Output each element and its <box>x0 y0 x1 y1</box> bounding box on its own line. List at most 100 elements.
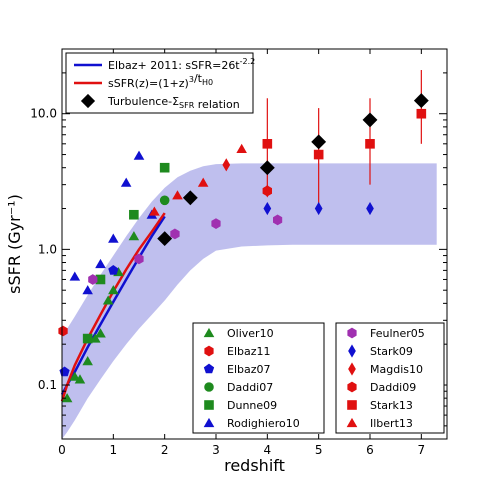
legend-swatch <box>348 344 356 358</box>
legend-label: Feulner05 <box>370 327 425 340</box>
series-daddi09 <box>262 185 273 197</box>
legend-label: Elbaz07 <box>227 363 271 376</box>
legend-right: Feulner05 Stark09 Magdis10 Daddi09 Stark13 Il… <box>335 322 445 434</box>
legend-top: Elbaz+ 2011: sSFR=26t-2.2sSFR(z)=(1+z)3/… <box>65 52 255 114</box>
legend-item-oliver10: Oliver10 <box>203 327 274 340</box>
legend-item-elbaz11: Elbaz11 <box>204 345 271 358</box>
legend-item-stark13: Stark13 <box>347 399 413 412</box>
data-point <box>172 190 183 200</box>
data-point <box>311 134 327 150</box>
data-point <box>108 233 119 243</box>
legend-swatch <box>347 400 357 410</box>
data-point <box>129 209 139 220</box>
data-point <box>134 253 144 265</box>
legend-item-daddi09: Daddi09 <box>347 381 416 394</box>
marker-layer <box>58 93 429 403</box>
y-tick-label: 10.0 <box>30 107 57 121</box>
data-point <box>263 201 272 216</box>
legend-item-ilbert13: Ilbert13 <box>346 417 413 430</box>
x-tick-label: 6 <box>366 443 374 457</box>
legend-swatch <box>80 93 96 109</box>
data-point <box>90 333 101 343</box>
legend-label: Stark09 <box>370 345 413 358</box>
data-point <box>262 139 273 149</box>
x-tick-label: 3 <box>212 443 220 457</box>
series-turbulence <box>157 93 429 247</box>
legend-label: Elbaz11 <box>227 345 271 358</box>
legend-label: Turbulence-ΣSFR relation <box>107 95 240 111</box>
legend-swatch <box>204 345 214 357</box>
data-point <box>149 206 160 216</box>
data-point <box>262 185 273 197</box>
data-point <box>120 177 132 187</box>
data-point <box>74 374 86 384</box>
data-point <box>314 201 323 216</box>
data-point <box>82 285 93 295</box>
tick-layer: 0 1 2 3 4 5 6 7 0.1 1.0 10.0 <box>30 49 447 457</box>
data-point <box>159 162 170 173</box>
data-point <box>413 93 429 108</box>
series-stark13 <box>262 108 427 160</box>
legend-item-ssfr-z-1-z: sSFR(z)=(1+z)3/tH0 <box>74 72 213 90</box>
y-tick-label: 1.0 <box>38 242 57 256</box>
x-axis-title: redshift <box>224 456 285 475</box>
data-point <box>159 195 170 206</box>
x-tick-label: 7 <box>418 443 426 457</box>
data-point <box>69 371 81 381</box>
series-stark09 <box>263 201 374 216</box>
data-point <box>108 285 119 295</box>
series-feulner05 <box>88 214 283 285</box>
data-point <box>88 274 98 285</box>
legend-label: Stark13 <box>370 399 413 412</box>
x-tick-label: 1 <box>110 443 118 457</box>
data-point <box>197 177 209 187</box>
legend-item-magdis10: Magdis10 <box>348 362 423 376</box>
legend-swatch <box>347 327 357 339</box>
legend-swatch <box>204 382 214 392</box>
data-point <box>82 333 93 344</box>
legend-item-elbaz07: Elbaz07 <box>203 363 271 376</box>
data-point <box>366 201 374 216</box>
data-point <box>95 258 106 269</box>
data-point <box>259 160 275 176</box>
legend-label: Elbaz+ 2011: sSFR=26t-2.2 <box>108 57 255 72</box>
legend-item-turbulence: Turbulence-ΣSFR relation <box>80 93 240 111</box>
series-dunne09 <box>82 162 170 344</box>
series-daddi07 <box>159 195 170 206</box>
legend-swatch <box>348 362 356 376</box>
legend-label: Daddi07 <box>227 381 273 394</box>
legend-left: Oliver10 Elbaz11 Elbaz07 Daddi07 Dunne09 Rodi… <box>192 322 325 434</box>
data-point <box>82 355 93 366</box>
y-tick-label: 0.1 <box>38 378 57 392</box>
legend-label: Rodighiero10 <box>227 417 300 430</box>
data-point <box>95 328 106 338</box>
legend-item-feulner05: Feulner05 <box>347 327 425 340</box>
legend-label: Ilbert13 <box>370 417 413 430</box>
data-point <box>272 214 283 226</box>
x-tick-label: 5 <box>315 443 323 457</box>
data-point <box>313 149 324 160</box>
legend-frame <box>192 322 325 434</box>
data-point <box>133 150 145 160</box>
legend-item-daddi07: Daddi07 <box>204 381 273 394</box>
legend-swatch <box>203 417 215 428</box>
x-tick-label: 0 <box>58 443 66 457</box>
legend-item-stark09: Stark09 <box>348 344 413 358</box>
legend-label: sSFR(z)=(1+z)3/tH0 <box>108 72 213 90</box>
data-point <box>236 143 247 153</box>
legend-label: Magdis10 <box>370 363 423 376</box>
legend-label: Daddi09 <box>370 381 416 394</box>
data-point <box>102 295 114 305</box>
series-ilbert13 <box>149 143 247 216</box>
legend-frame <box>335 322 445 434</box>
data-point <box>211 218 221 229</box>
data-point <box>108 265 119 275</box>
data-point <box>157 231 173 247</box>
legend-label: Dunne09 <box>227 399 277 412</box>
data-point <box>58 325 68 337</box>
data-point <box>222 158 231 172</box>
data-point <box>128 231 140 241</box>
legend-swatch <box>347 381 357 393</box>
x-tick-label: 4 <box>264 443 272 457</box>
